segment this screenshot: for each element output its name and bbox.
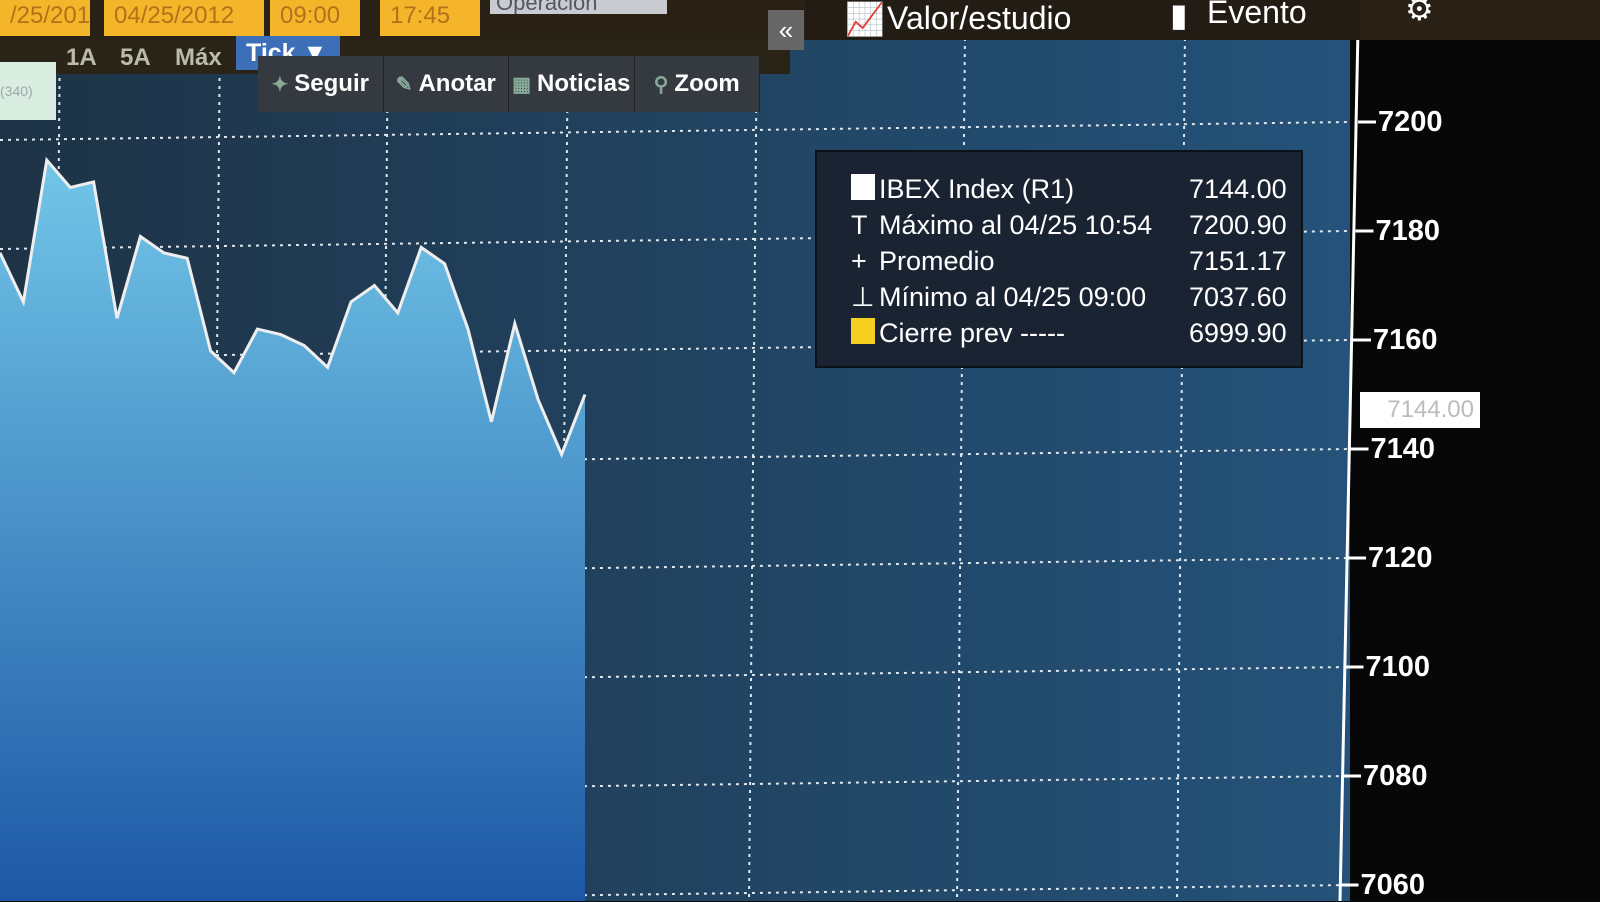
grid-line-vertical [748, 29, 758, 901]
min-marker-icon: ⊥ [851, 282, 875, 312]
date-end-field[interactable]: 04/25/2012 [104, 0, 264, 36]
follow-label: Seguir [294, 70, 369, 97]
grid-line-vertical [379, 29, 389, 901]
period-max[interactable]: Máx [175, 44, 222, 71]
yellow-swatch-icon [851, 318, 875, 344]
grid-line-horizontal [0, 230, 1351, 250]
y-tick-label: 7100 [1365, 651, 1431, 683]
grid-line-vertical [559, 29, 569, 901]
valor-estudio-button[interactable]: Valor/estudio [887, 0, 1072, 36]
y-tick-label: 7160 [1373, 324, 1438, 356]
news-icon: ▦ [512, 73, 532, 96]
legend-row-prev-close: Cierre prev ----- 6999.90 [817, 318, 1301, 354]
period-5a[interactable]: 5A [120, 44, 151, 71]
legend-row-ibex: IBEX Index (R1) 7144.00 [817, 174, 1301, 210]
y-axis [1338, 29, 1360, 901]
date-start-field[interactable]: /25/2012 [0, 0, 90, 36]
time-end-field[interactable]: 17:45 [380, 0, 480, 36]
mode-select[interactable]: Operación [490, 0, 667, 14]
chart-header: 📈 Valor/estudio ▮ Evento ⚙ [805, 0, 1434, 40]
search-icon: ⚲ [653, 73, 669, 96]
max-marker-icon: T [851, 210, 868, 240]
gear-icon[interactable]: ⚙ [1405, 0, 1434, 27]
collapse-button[interactable]: « [768, 10, 804, 50]
legend-row-avg: + Promedio 7151.17 [851, 246, 1287, 276]
y-tick-label: 7060 [1360, 869, 1426, 901]
crosshair-icon: ✦ [271, 73, 289, 96]
chart-legend: IBEX Index (R1) 7144.00 T Máximo al 04/25 … [815, 150, 1303, 368]
avg-marker-icon: + [851, 246, 867, 276]
last-price-tag: 7144.00 [1360, 392, 1480, 428]
chart-tools: ✦ Seguir ✎ Anotar ▦ Noticias ⚲ Zoom [258, 56, 760, 112]
chart-study-icon: 📈 [845, 1, 885, 37]
news-button[interactable]: ▦ Noticias [509, 56, 635, 112]
time-start-field[interactable]: 09:00 [270, 0, 360, 36]
zoom-button[interactable]: ⚲ Zoom [635, 56, 760, 112]
annotate-label: Anotar [418, 70, 496, 97]
news-label: Noticias [537, 70, 631, 97]
grid-line-horizontal [0, 121, 1351, 141]
evento-button[interactable]: Evento [1207, 0, 1307, 30]
zoom-label: Zoom [674, 70, 740, 97]
y-tick-label: 7200 [1378, 106, 1443, 138]
grid-line-vertical [211, 29, 221, 901]
price-area [0, 160, 585, 901]
legend-row-max: T Máximo al 04/25 10:54 7200.90 [851, 210, 1287, 240]
left-tag: (340) [0, 62, 56, 120]
event-icon: ▮ [1170, 0, 1188, 33]
follow-button[interactable]: ✦ Seguir [258, 56, 384, 112]
pencil-icon: ✎ [395, 73, 413, 96]
y-tick-label: 7080 [1363, 760, 1428, 792]
legend-row-min: ⊥ Mínimo al 04/25 09:00 7037.60 [851, 282, 1287, 312]
annotate-button[interactable]: ✎ Anotar [384, 56, 509, 112]
grid-line-horizontal [0, 339, 1351, 359]
y-tick-label: 7140 [1370, 433, 1436, 465]
period-1a[interactable]: 1A [66, 44, 97, 71]
white-swatch-icon [851, 174, 875, 200]
y-tick-label: 7180 [1375, 215, 1441, 247]
price-line [0, 156, 587, 459]
y-tick-label: 7120 [1368, 542, 1433, 574]
